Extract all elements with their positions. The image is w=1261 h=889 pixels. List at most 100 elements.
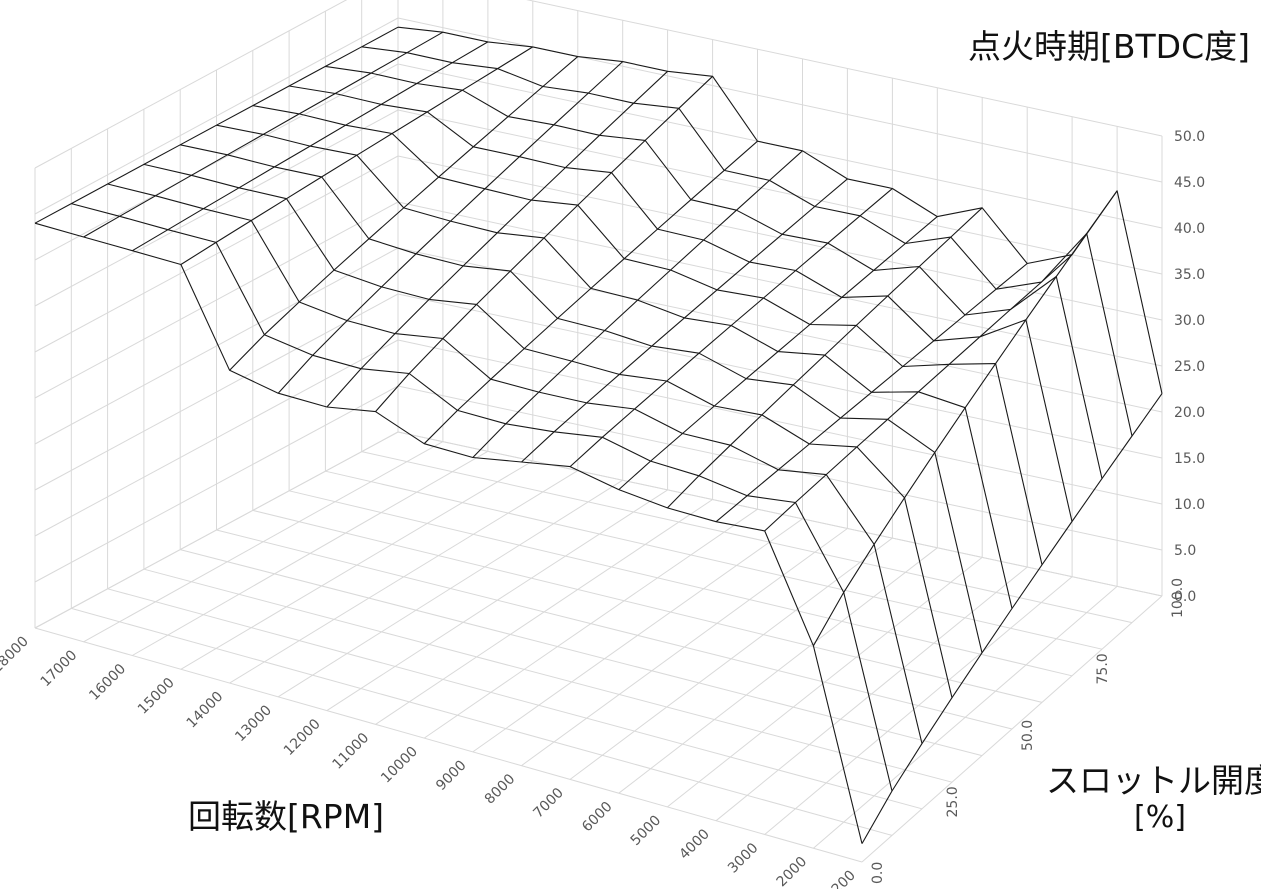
back-wall-horizontal [397,339,1163,505]
z-tick-label: 0.0 [1174,589,1196,605]
floor-gridline-throttle [34,627,863,863]
throttle-tick-label: 50.0 [1020,720,1036,751]
rpm-tick-label: 13000 [232,702,275,745]
surface-line-rpm [423,140,758,445]
surface-line-throttle [216,124,1013,609]
throttle-tick-label: 0.0 [870,862,886,884]
surface-line-rpm [861,393,1163,844]
rpm-tick-label: 17000 [38,647,81,690]
surface-line-throttle [361,46,1133,437]
z-tick-label: 25.0 [1174,359,1205,375]
side-wall-horizontal [34,155,399,353]
surface-line-throttle [289,85,1073,522]
z-tick-label: 5.0 [1174,543,1196,559]
z-tick-label: 10.0 [1174,497,1205,513]
chart-gridlines [34,0,1163,863]
floor-gridline-throttle [180,549,983,757]
rpm-tick-label: 2000 [774,854,811,889]
surface-line-rpm [229,56,579,371]
side-wall-horizontal [34,431,399,629]
surface-line-rpm [715,263,1028,523]
surface-line-rpm [180,46,534,265]
rpm-tick-label: 8000 [482,771,519,808]
floor-gridline-throttle [107,588,923,810]
z-tick-label: 40.0 [1174,221,1205,237]
rpm-tick-label: 14000 [184,689,227,732]
throttle-tick-label: 100.0 [1170,578,1186,618]
rpm-tick-label: 12000 [281,716,324,759]
surface-line-throttle [180,144,983,653]
rpm-tick-label: 11000 [330,730,373,773]
floor-gridline-throttle [288,490,1073,677]
side-wall-horizontal [34,339,399,537]
surface-line-rpm [83,31,444,238]
z-tick-label: 35.0 [1174,267,1205,283]
floor-gridline-throttle [71,607,893,836]
surface-line-throttle [143,163,953,698]
back-wall-horizontal [526,0,1163,137]
rpm-tick-label: 18000 [0,634,32,677]
surface-line-throttle [325,65,1103,479]
surface-line-throttle [252,105,1043,565]
surface-line-rpm [667,207,983,509]
z-tick-label: 20.0 [1174,405,1205,421]
throttle-tick-label: 25.0 [945,786,961,817]
y-axis-title: スロットル開度 [1046,761,1261,800]
floor-gridline-throttle [143,568,953,783]
floor-gridline-throttle [325,470,1103,650]
rpm-tick-label: 15000 [135,675,178,718]
side-wall-horizontal [34,17,399,215]
y-axis-title-unit: [%] [1134,800,1186,835]
surface-line-rpm [132,41,489,252]
axis-ticks: 0.0 5.0 10.0 15.0 20.0 25.0 30.0 35.0 40.0 45.0 50… [0,129,1205,889]
rpm-tick-label: 16000 [86,661,129,704]
surface-line-rpm [375,75,713,412]
floor-gridline-throttle [216,529,1013,730]
surface-line-throttle [397,26,1163,394]
back-wall-horizontal [397,293,1163,459]
z-tick-label: 15.0 [1174,451,1205,467]
side-wall-horizontal [34,63,399,261]
surface-line-rpm [812,190,1118,647]
floor-gridline-throttle [361,451,1133,624]
surface-line-throttle [107,183,923,744]
side-wall-horizontal [34,247,399,445]
back-wall-horizontal [397,17,1163,183]
rpm-tick-label: 4000 [676,826,713,863]
surface-line-rpm [764,254,1073,532]
back-wall-horizontal [397,247,1163,413]
surface-wireframe [34,26,1163,844]
rpm-tick-label: 3000 [725,840,762,877]
side-wall-horizontal [34,293,399,491]
z-tick-label: 50.0 [1174,129,1205,145]
rpm-tick-label: 6000 [579,799,616,836]
rpm-tick-label: 10000 [378,744,421,787]
rpm-tick-label: 9000 [433,757,470,794]
surface-line-rpm [34,26,399,224]
side-wall-horizontal [34,109,399,307]
back-wall-horizontal [397,155,1163,321]
surface-line-rpm [569,188,893,468]
surface-line-rpm [618,216,938,491]
floor-gridline-throttle [252,509,1043,703]
z-axis-title: 点火時期[BTDC度] [968,27,1250,66]
side-wall-horizontal [34,0,348,169]
side-wall-horizontal [34,201,399,399]
surface-line-throttle [34,222,863,844]
throttle-tick-label: 75.0 [1095,653,1111,684]
surface-line-rpm [326,70,668,408]
surface-line-rpm [472,150,803,458]
z-tick-label: 45.0 [1174,175,1205,191]
side-wall-horizontal [34,385,399,583]
surface-line-rpm [277,61,624,394]
back-wall-horizontal [397,431,1163,597]
back-wall-horizontal [397,109,1163,275]
x-axis-title: 回転数[RPM] [188,797,385,836]
surface-line-rpm [521,178,848,463]
rpm-tick-label: 5000 [628,812,665,849]
rpm-tick-label: 1200 [822,868,859,889]
surface-line-throttle [71,203,893,792]
rpm-tick-label: 7000 [530,785,567,822]
z-tick-label: 30.0 [1174,313,1205,329]
